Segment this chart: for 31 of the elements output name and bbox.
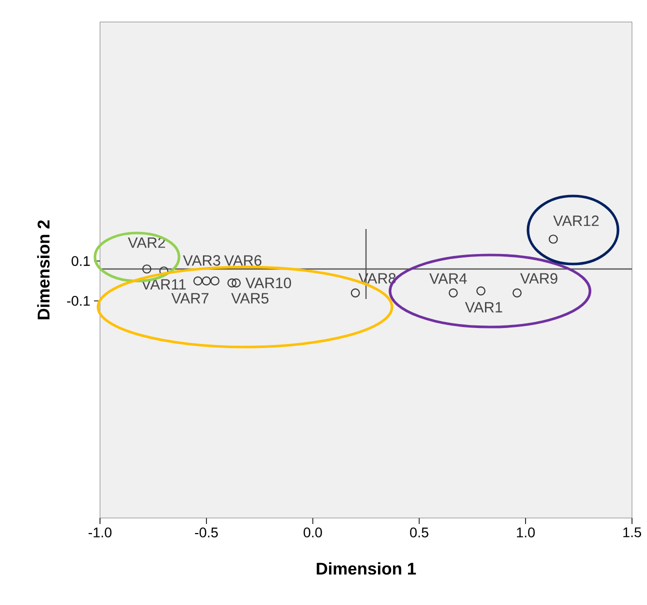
series-label: VAR9 <box>520 273 558 284</box>
point <box>232 278 241 288</box>
point <box>193 276 202 286</box>
series-label: VAR5 <box>231 293 268 304</box>
x-tick-label: -0.5 <box>195 528 218 538</box>
y-tick-label: -0.1 <box>67 296 90 306</box>
x-tick-label: -1.0 <box>88 528 112 538</box>
y-axis-title: Dimension 2 <box>37 220 50 320</box>
point <box>512 288 522 298</box>
series-label: VAR2 <box>128 237 166 248</box>
point <box>227 278 236 288</box>
series-label: VAR10 <box>245 278 292 288</box>
series-label: VAR1 <box>465 302 502 312</box>
series-label: VAR6 <box>224 255 262 266</box>
point <box>350 288 360 298</box>
series-label: VAR12 <box>553 215 599 226</box>
point <box>448 288 458 298</box>
series-label: VAR4 <box>429 273 467 284</box>
y-tick-label: 0.1 <box>72 256 90 266</box>
point <box>142 264 152 274</box>
point <box>548 234 558 244</box>
x-tick-label: 0.5 <box>410 528 428 538</box>
x-tick-label: 1.5 <box>623 528 642 538</box>
x-tick-label: 1.0 <box>516 528 535 538</box>
point <box>202 276 211 286</box>
point <box>210 276 220 286</box>
x-tick-label: 0.0 <box>304 528 322 538</box>
x-axis-title: Dimension 1 <box>316 562 416 575</box>
point <box>476 286 486 296</box>
series-label: VAR7 <box>171 293 208 304</box>
series-label: VAR3 <box>182 255 220 266</box>
